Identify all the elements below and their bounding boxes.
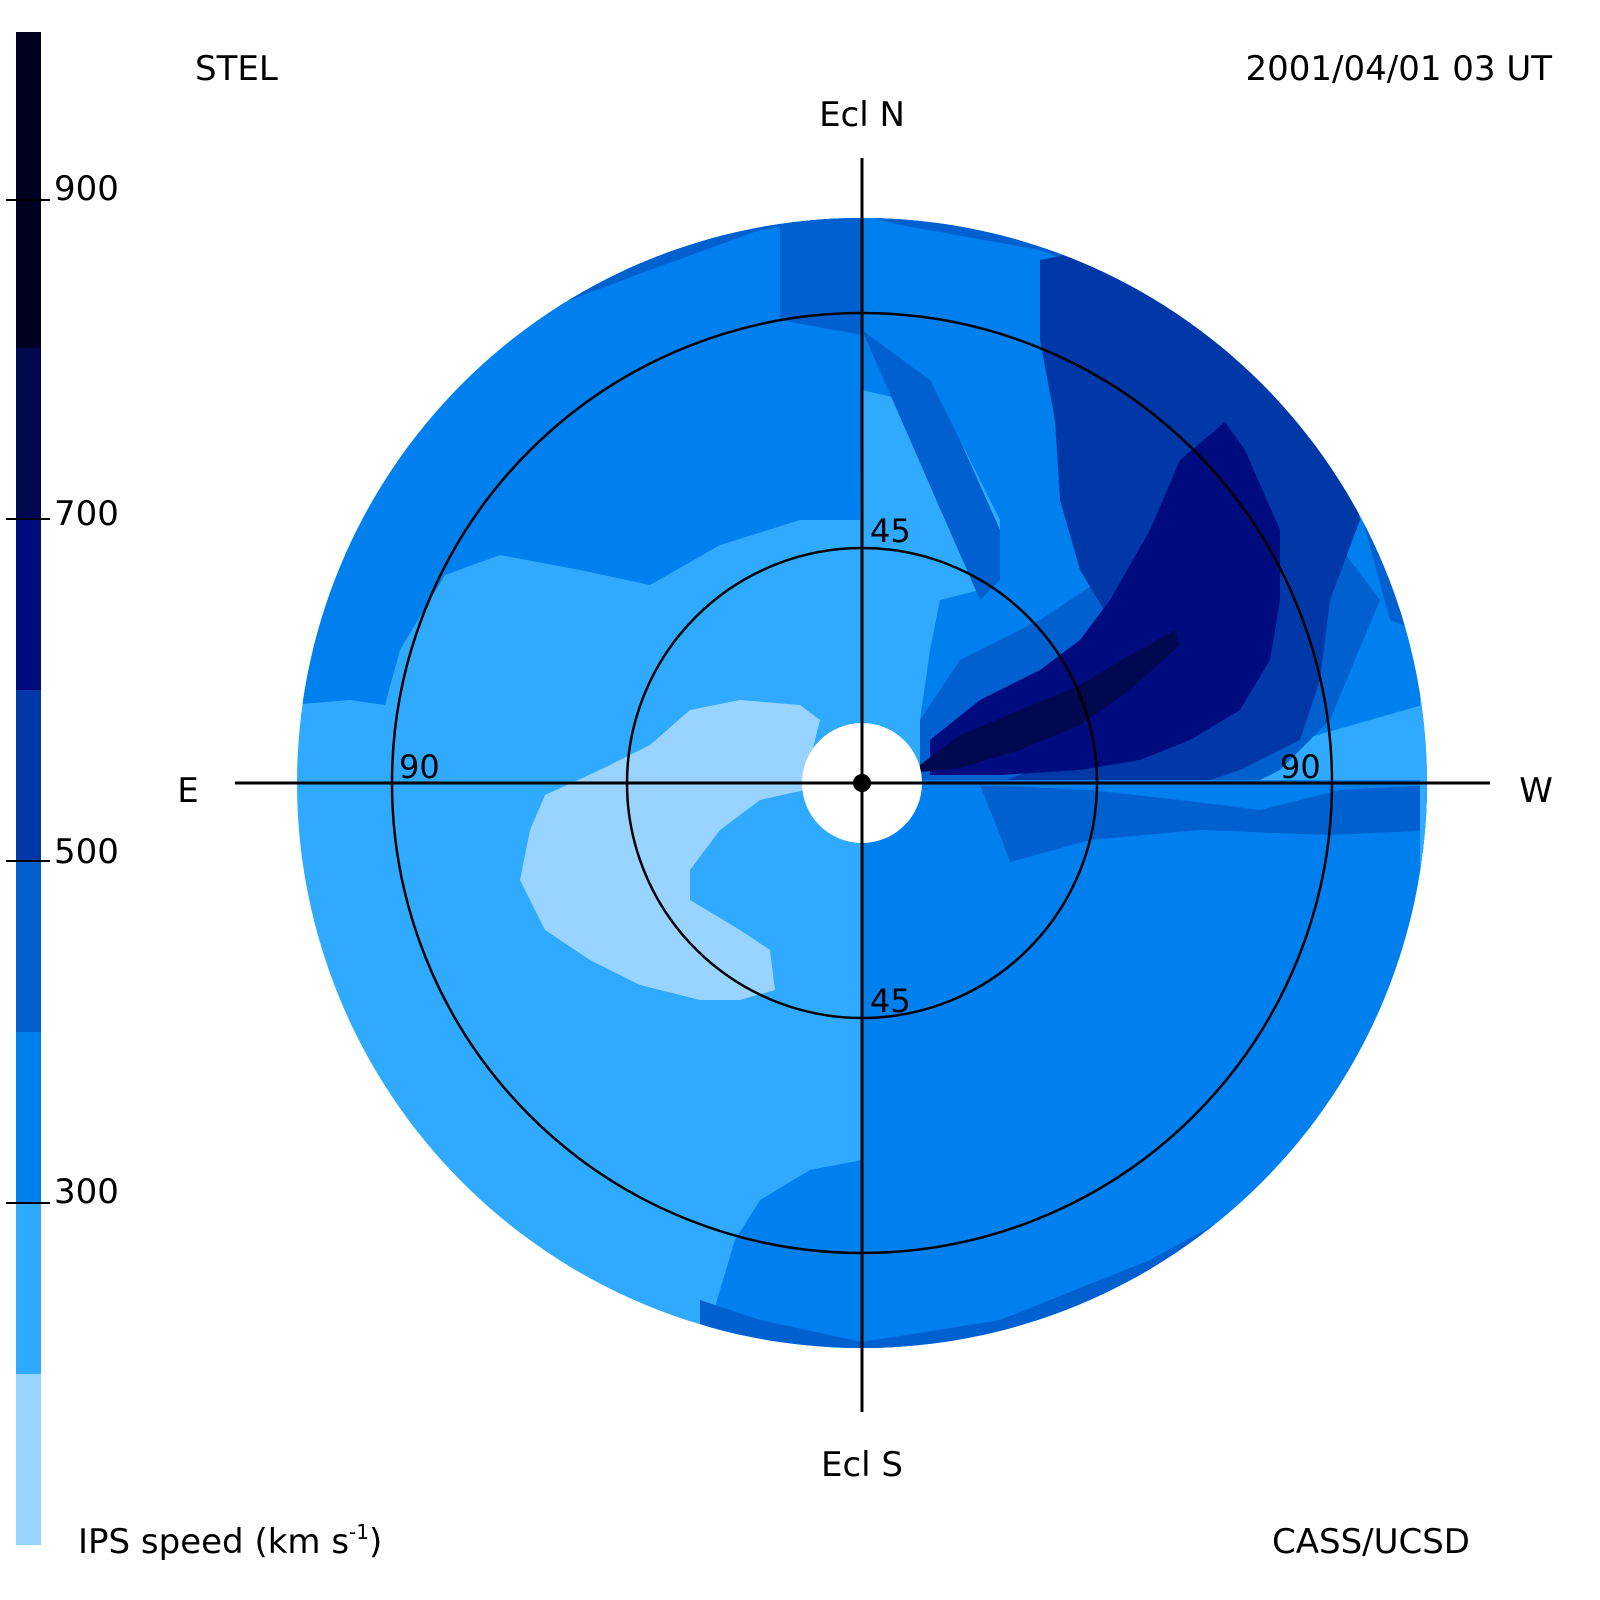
- credit-label: CASS/UCSD: [1272, 1522, 1470, 1562]
- ring-label-45-top: 45: [870, 512, 911, 550]
- ring-label-45-bottom: 45: [870, 982, 911, 1020]
- colorbar-title: IPS speed (km s-1): [78, 1520, 382, 1562]
- speed-region-200-300: [520, 700, 820, 1000]
- ring-label-90-left: 90: [399, 748, 440, 786]
- colorbar-bin-800: [16, 347, 41, 519]
- direction-west-label: W: [1519, 771, 1553, 811]
- colorbar-bin-300: [16, 1202, 41, 1374]
- sun-center-dot: [853, 774, 871, 792]
- ring-label-90-right: 90: [1280, 748, 1321, 786]
- colorbar: 300 500 700 900: [6, 32, 119, 1545]
- timestamp-label: 2001/04/01 03 UT: [1246, 49, 1553, 89]
- colorbar-bin-900: [16, 32, 41, 348]
- colorbar-title-main: IPS speed (km s: [78, 1522, 349, 1562]
- colorbar-tick-label-500: 500: [54, 832, 119, 872]
- colorbar-title-end: ): [369, 1522, 382, 1562]
- speed-region-se-400-500: [862, 780, 1427, 1348]
- colorbar-bin-500: [16, 860, 41, 1032]
- source-label: STEL: [195, 49, 278, 89]
- speed-region-plume-700-800: [930, 422, 1280, 775]
- colorbar-title-sup: -1: [349, 1520, 369, 1544]
- colorbar-tick-label-300: 300: [54, 1172, 119, 1212]
- direction-north-label: Ecl N: [819, 95, 905, 135]
- colorbar-bin-600: [16, 689, 41, 861]
- colorbar-bin-700: [16, 518, 41, 690]
- speed-region-n-500-600: [780, 218, 862, 335]
- colorbar-tick-label-900: 900: [54, 169, 119, 209]
- speed-region-plume-800-900: [920, 630, 1180, 772]
- colorbar-bin-200: [16, 1373, 41, 1545]
- direction-south-label: Ecl S: [821, 1445, 903, 1485]
- direction-east-label: E: [177, 771, 198, 811]
- colorbar-tick-label-700: 700: [54, 494, 119, 534]
- colorbar-bin-400: [16, 1031, 41, 1203]
- speed-region-s-400-500: [700, 1160, 862, 1348]
